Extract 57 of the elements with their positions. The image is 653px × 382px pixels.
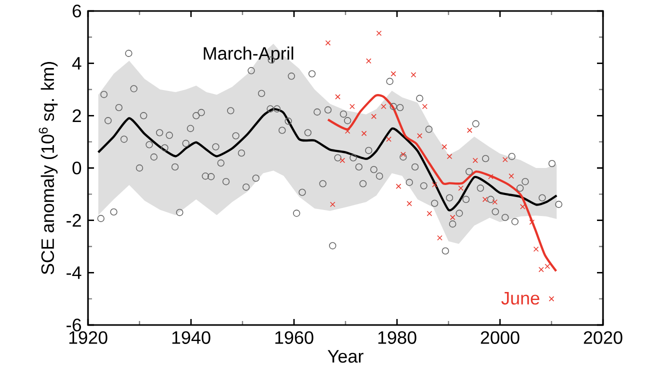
point bbox=[410, 72, 416, 78]
y-axis-title: SCE anomaly (10$^{6}$ sq. km) bbox=[38, 62, 58, 274]
y-tick-label: 0 bbox=[72, 162, 82, 174]
point bbox=[422, 104, 428, 110]
point bbox=[458, 185, 464, 191]
point bbox=[400, 152, 406, 158]
y-tick-label: 6 bbox=[72, 4, 82, 18]
point bbox=[325, 40, 331, 46]
point bbox=[488, 174, 494, 180]
y-tick-label: 4 bbox=[72, 57, 82, 70]
point bbox=[371, 114, 376, 120]
point bbox=[472, 158, 478, 164]
line-series bbox=[326, 94, 558, 272]
point bbox=[520, 204, 526, 210]
point bbox=[450, 214, 456, 220]
point bbox=[533, 246, 539, 252]
point bbox=[390, 71, 396, 76]
point bbox=[529, 220, 535, 225]
point bbox=[466, 128, 472, 133]
x-tick-label: 2000 bbox=[480, 331, 520, 344]
point bbox=[426, 210, 432, 216]
point bbox=[432, 182, 438, 188]
point bbox=[386, 136, 392, 142]
point bbox=[340, 158, 346, 164]
text: March-April bbox=[204, 46, 294, 64]
point bbox=[406, 200, 412, 206]
point bbox=[502, 156, 508, 162]
point bbox=[380, 104, 386, 110]
point bbox=[361, 130, 367, 136]
point bbox=[548, 296, 554, 302]
point bbox=[417, 133, 422, 138]
x-tick-label: 1960 bbox=[275, 331, 314, 344]
x-axis-title: Year bbox=[328, 350, 364, 363]
point bbox=[366, 58, 372, 64]
point bbox=[492, 199, 498, 205]
y-tick-label: -2 bbox=[66, 214, 81, 227]
x-tick-label: 1940 bbox=[172, 331, 210, 344]
point bbox=[508, 173, 514, 179]
point bbox=[446, 154, 452, 160]
y-tick-label: -6 bbox=[66, 318, 82, 332]
y-tick-label: 2 bbox=[72, 109, 81, 122]
point bbox=[335, 94, 340, 100]
point bbox=[330, 202, 336, 208]
point bbox=[482, 196, 488, 202]
point bbox=[437, 235, 442, 241]
series-label: June bbox=[501, 292, 540, 305]
point bbox=[376, 30, 382, 36]
point bbox=[442, 144, 448, 150]
point bbox=[350, 104, 355, 110]
x-tick-label: 2020 bbox=[584, 331, 622, 344]
point bbox=[396, 184, 402, 189]
point bbox=[544, 264, 550, 270]
point bbox=[538, 266, 544, 272]
x-tick-label: 1920 bbox=[69, 331, 108, 344]
x-tick-label: 1980 bbox=[378, 331, 416, 344]
line-series bbox=[97, 108, 558, 211]
y-tick-label: -4 bbox=[66, 266, 82, 279]
